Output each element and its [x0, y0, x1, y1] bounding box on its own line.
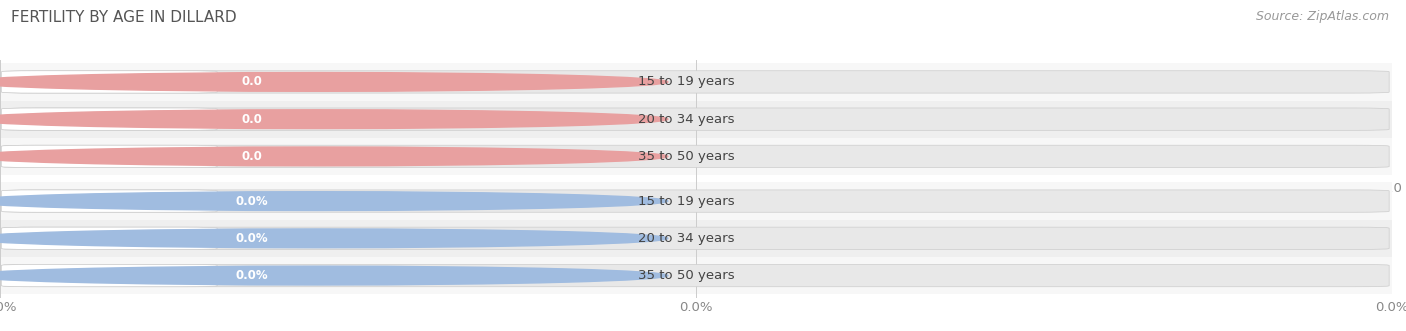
FancyBboxPatch shape	[3, 190, 1389, 212]
Bar	[0, 220, 1392, 257]
Text: 20 to 34 years: 20 to 34 years	[638, 232, 735, 245]
Text: 0.0%: 0.0%	[236, 232, 269, 245]
FancyBboxPatch shape	[1, 227, 217, 250]
Text: 0.0: 0.0	[242, 113, 263, 126]
Text: 35 to 50 years: 35 to 50 years	[638, 269, 735, 282]
Text: Source: ZipAtlas.com: Source: ZipAtlas.com	[1256, 10, 1389, 23]
Circle shape	[0, 192, 668, 211]
Bar	[0, 101, 1392, 138]
FancyBboxPatch shape	[1, 145, 217, 167]
Circle shape	[0, 147, 668, 166]
FancyBboxPatch shape	[3, 108, 1389, 130]
FancyBboxPatch shape	[217, 73, 287, 90]
FancyBboxPatch shape	[3, 264, 1389, 287]
FancyBboxPatch shape	[217, 267, 287, 284]
Text: 35 to 50 years: 35 to 50 years	[638, 150, 735, 163]
FancyBboxPatch shape	[3, 145, 1389, 167]
FancyBboxPatch shape	[1, 190, 217, 212]
Text: FERTILITY BY AGE IN DILLARD: FERTILITY BY AGE IN DILLARD	[11, 10, 236, 25]
Bar	[0, 138, 1392, 175]
Circle shape	[0, 229, 668, 248]
FancyBboxPatch shape	[3, 227, 1389, 250]
FancyBboxPatch shape	[3, 71, 1389, 93]
FancyBboxPatch shape	[217, 148, 287, 165]
FancyBboxPatch shape	[217, 230, 287, 247]
Circle shape	[0, 266, 668, 285]
FancyBboxPatch shape	[217, 111, 287, 128]
Circle shape	[0, 110, 668, 128]
Text: 15 to 19 years: 15 to 19 years	[638, 75, 735, 88]
FancyBboxPatch shape	[1, 264, 217, 287]
Bar	[0, 257, 1392, 294]
FancyBboxPatch shape	[1, 108, 217, 130]
FancyBboxPatch shape	[1, 71, 217, 93]
Text: 0.0: 0.0	[242, 75, 263, 88]
Text: 0.0%: 0.0%	[236, 269, 269, 282]
Text: 15 to 19 years: 15 to 19 years	[638, 195, 735, 208]
Text: 0.0: 0.0	[242, 150, 263, 163]
Bar	[0, 63, 1392, 101]
Bar	[0, 182, 1392, 220]
Text: 0.0%: 0.0%	[236, 195, 269, 208]
Circle shape	[0, 72, 668, 91]
Text: 20 to 34 years: 20 to 34 years	[638, 113, 735, 126]
FancyBboxPatch shape	[217, 193, 287, 210]
